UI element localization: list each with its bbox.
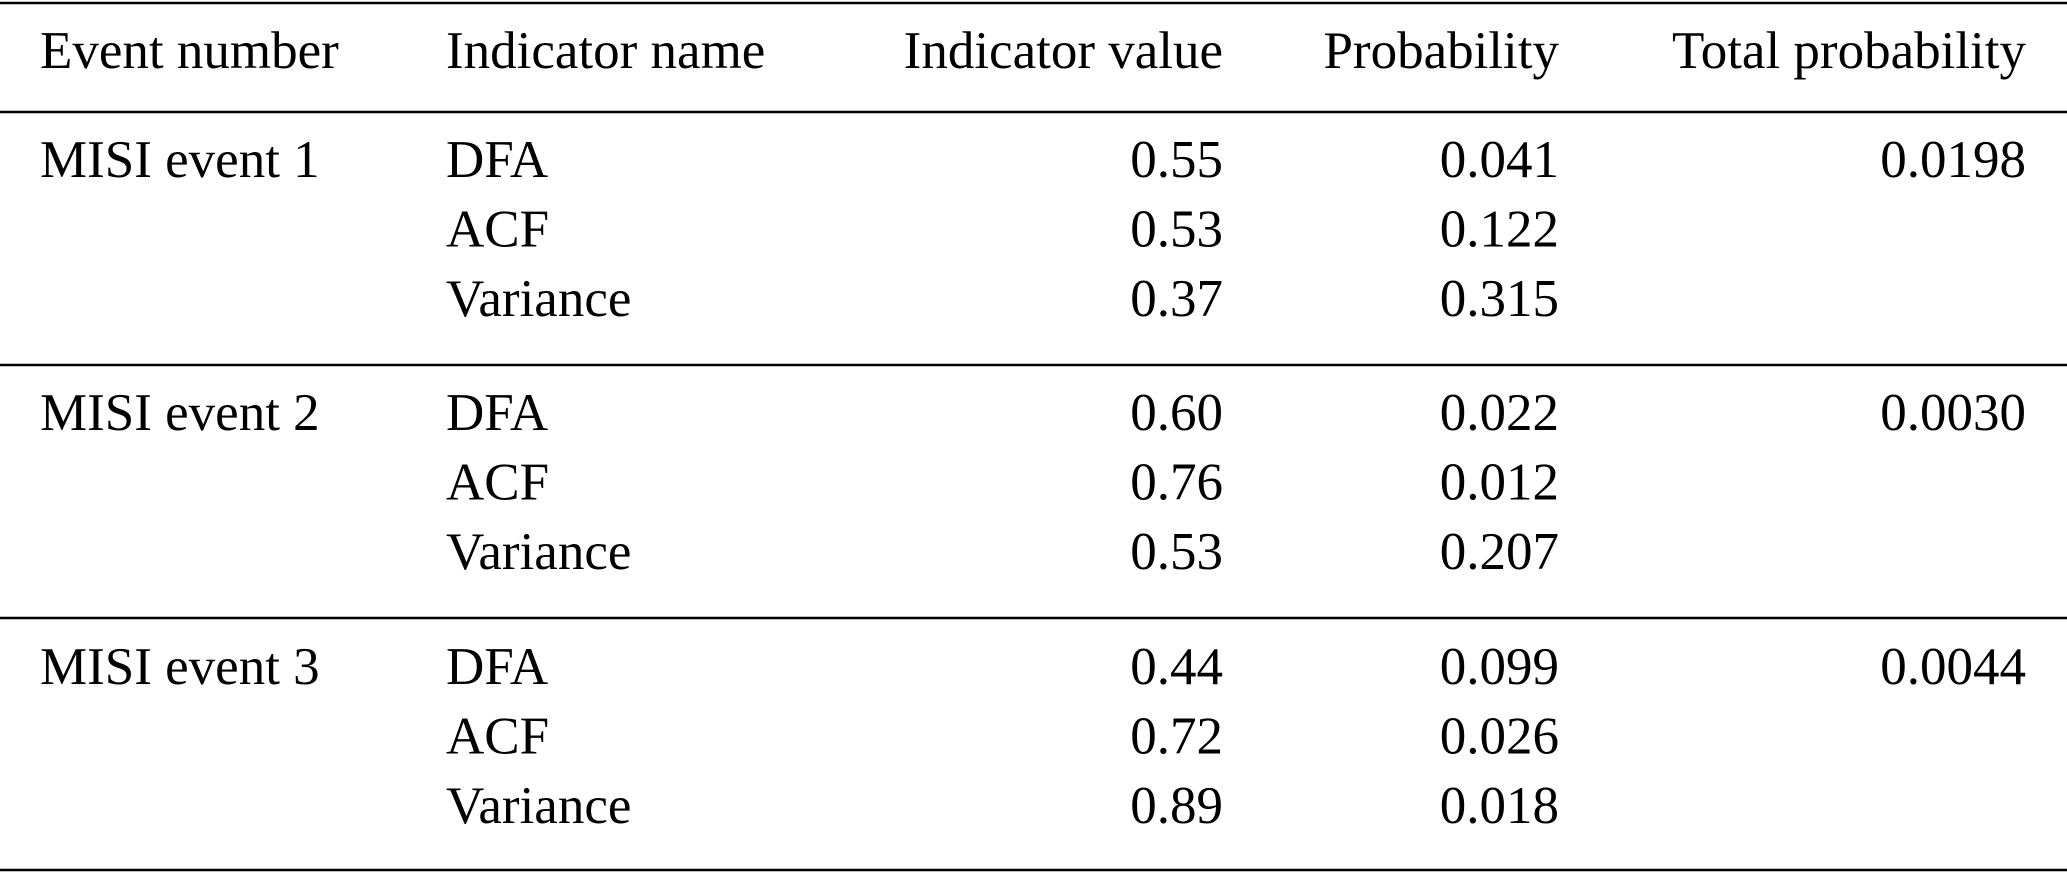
indicator-value: 0.53 [1130, 523, 1223, 581]
indicator-value: 0.76 [1130, 454, 1223, 512]
probability: 0.099 [1440, 638, 1559, 696]
probability: 0.207 [1440, 523, 1559, 581]
column-header: Total probability [1672, 22, 2026, 80]
indicator-value: 0.44 [1130, 638, 1223, 696]
event-name: MISI event 1 [40, 131, 320, 189]
indicator-name: DFA [446, 384, 548, 442]
column-header: Indicator name [446, 22, 765, 80]
probability: 0.026 [1440, 708, 1559, 766]
indicator-value: 0.55 [1130, 131, 1223, 189]
total-probability: 0.0030 [1880, 384, 2026, 442]
indicator-value: 0.89 [1130, 777, 1223, 835]
indicator-name: ACF [446, 708, 549, 766]
indicator-name: ACF [446, 201, 549, 259]
column-header: Probability [1323, 22, 1559, 80]
indicator-value: 0.37 [1130, 270, 1223, 328]
indicator-name: ACF [446, 454, 549, 512]
indicator-name: Variance [446, 777, 631, 835]
probability: 0.041 [1440, 131, 1559, 189]
indicator-name: DFA [446, 638, 548, 696]
event-name: MISI event 3 [40, 638, 320, 696]
indicator-value: 0.53 [1130, 201, 1223, 259]
indicator-name: Variance [446, 523, 631, 581]
total-probability: 0.0044 [1880, 638, 2026, 696]
column-header: Event number [40, 22, 339, 80]
indicator-name: DFA [446, 131, 548, 189]
probability: 0.315 [1440, 270, 1559, 328]
probability: 0.012 [1440, 454, 1559, 512]
event-name: MISI event 2 [40, 384, 320, 442]
column-header: Indicator value [904, 22, 1223, 80]
indicator-value: 0.60 [1130, 384, 1223, 442]
indicator-name: Variance [446, 270, 631, 328]
probability: 0.122 [1440, 201, 1559, 259]
probability: 0.018 [1440, 777, 1559, 835]
indicator-value: 0.72 [1130, 708, 1223, 766]
probability: 0.022 [1440, 384, 1559, 442]
total-probability: 0.0198 [1880, 131, 2026, 189]
